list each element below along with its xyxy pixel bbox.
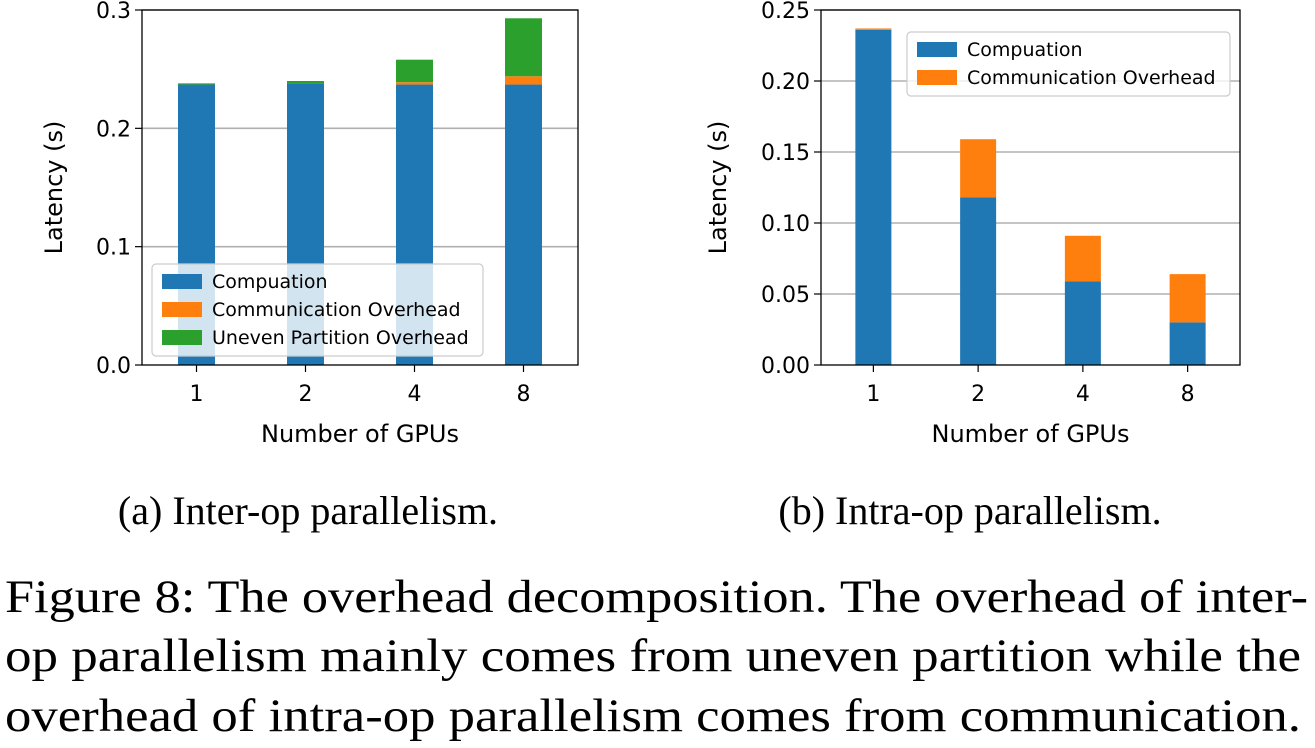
x-tick-label: 2 (299, 382, 313, 407)
bar-segment (396, 82, 433, 85)
chart-inter-op: 0.0 0.1 0.2 0.3 1 2 4 8 Number of GPUs Latency (s… (40, 0, 579, 448)
x-tick-label: 2 (971, 382, 985, 407)
legend-entry: Compuation (212, 271, 328, 293)
legend-swatch (917, 70, 957, 85)
bar-segment (1169, 322, 1206, 365)
x-tick-label: 4 (408, 382, 422, 407)
subcaption-b: (b) Intra-op parallelism. (778, 488, 1161, 533)
y-tick-label: 0.25 (761, 0, 810, 24)
x-tick-label: 1 (190, 382, 204, 407)
caption-line-3: overhead of intra-op parallelism comes f… (5, 690, 1301, 742)
legend-swatch (162, 330, 202, 345)
y-tick-label: 0.00 (761, 354, 810, 379)
x-tick-label: 8 (1181, 382, 1195, 407)
bar-segment (960, 197, 997, 365)
y-axis-label: Latency (s) (704, 121, 732, 255)
plot-frame (820, 9, 1241, 366)
y-tick-label: 0.10 (761, 212, 810, 237)
y-tick-label: 0.05 (761, 283, 810, 308)
legend-box (906, 31, 1231, 97)
y-tick-label: 0.20 (761, 70, 810, 95)
x-axis-label: Number of GPUs (932, 420, 1130, 448)
bar-segment (505, 84, 542, 366)
y-tick-label: 0.15 (761, 141, 810, 166)
legend-swatch (917, 42, 957, 57)
bar-segment (960, 139, 997, 198)
legend-entry: Uneven Partition Overhead (212, 327, 469, 349)
legend: Compuation Communication Overhead (906, 31, 1231, 97)
x-tick-label: 4 (1076, 382, 1090, 407)
legend-entry: Communication Overhead (967, 67, 1216, 89)
bar-segment (505, 18, 542, 77)
legend-box (151, 263, 484, 357)
bar-segment (396, 59, 433, 83)
legend-swatch (162, 274, 202, 289)
subcaption-a: (a) Inter-op parallelism. (118, 488, 498, 533)
x-axis-label: Number of GPUs (261, 420, 459, 448)
bar-segment (855, 28, 892, 30)
bar-segment (1169, 274, 1206, 323)
y-tick-label: 0.2 (96, 117, 131, 142)
bar-segment (287, 81, 324, 84)
plot-frame (141, 9, 579, 366)
bar-segment (855, 29, 892, 365)
bar-segment (505, 76, 542, 85)
bar-segment (1064, 235, 1101, 282)
y-tick-label: 0.1 (96, 236, 131, 261)
x-tick-label: 8 (517, 382, 531, 407)
y-tick-label: 0.3 (96, 0, 131, 24)
y-axis-label: Latency (s) (40, 121, 68, 255)
bar-segment (1064, 281, 1101, 365)
caption-line-1: Figure 8: The overhead decomposition. Th… (5, 571, 1308, 623)
legend-swatch (162, 302, 202, 317)
legend-entry: Compuation (967, 39, 1083, 61)
x-tick-label: 1 (866, 382, 880, 407)
chart-intra-op: 0.00 0.05 0.10 0.15 0.20 0.25 1 2 4 8 Number of GP… (704, 0, 1241, 448)
y-tick-label: 0.0 (96, 354, 131, 379)
legend: Compuation Communication Overhead Uneven P… (151, 263, 484, 357)
bar-segment (178, 83, 215, 85)
legend-entry: Communication Overhead (212, 299, 461, 321)
caption-line-2: op parallelism mainly comes from uneven … (5, 630, 1301, 682)
